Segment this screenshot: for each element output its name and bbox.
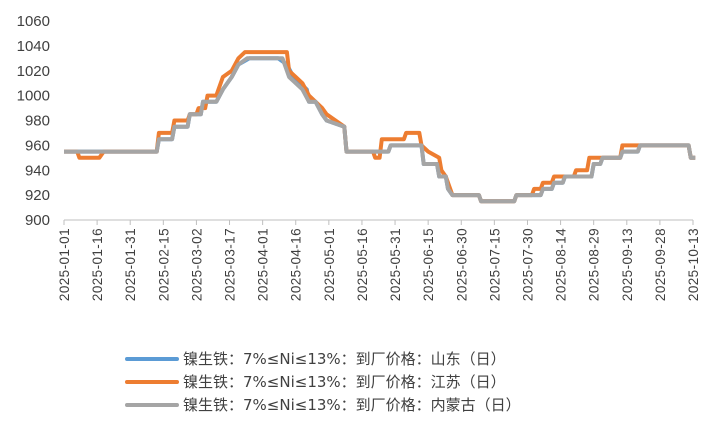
- x-tick-label: 2025-05-31: [388, 228, 403, 301]
- x-tick-label: 2025-01-01: [57, 228, 72, 301]
- y-tick-label: 1000: [17, 88, 50, 105]
- x-tick-label: 2025-06-15: [421, 228, 436, 301]
- series-line-shandong: [64, 56, 696, 204]
- legend-item-jiangsu: 镍生铁：7%≤Ni≤13%：到厂价格：江苏（日）: [125, 373, 506, 391]
- x-tick-label: 2025-07-30: [520, 228, 535, 301]
- legend-label-shandong: 镍生铁：7%≤Ni≤13%：到厂价格：山东（日）: [183, 350, 506, 368]
- x-tick-label: 2025-04-16: [289, 228, 304, 301]
- series-line-neimenggu: [64, 56, 696, 204]
- legend-item-shandong: 镍生铁：7%≤Ni≤13%：到厂价格：山东（日）: [125, 350, 506, 368]
- x-tick-label: 2025-09-28: [653, 228, 668, 301]
- series-lines: [64, 50, 696, 204]
- x-tick-label: 2025-03-02: [189, 228, 204, 301]
- y-axis-tick-labels: 900 920 940 960 980 1000 1020 1040 1060: [17, 13, 50, 229]
- x-tick-label: 2025-02-15: [156, 228, 171, 301]
- y-tick-label: 940: [25, 162, 50, 179]
- x-tick-label: 2025-05-01: [322, 228, 337, 301]
- x-tick-label: 2025-04-01: [256, 228, 271, 301]
- y-tick-label: 900: [25, 212, 50, 229]
- y-tick-label: 960: [25, 137, 50, 154]
- x-tick-label: 2025-01-31: [123, 228, 138, 301]
- x-tick-label: 2025-08-14: [554, 228, 569, 301]
- legend-item-neimenggu: 镍生铁：7%≤Ni≤13%：到厂价格：内蒙古（日）: [125, 396, 521, 414]
- x-tick-label: 2025-06-30: [454, 228, 469, 301]
- x-tick-label: 2025-10-13: [686, 228, 701, 301]
- x-axis-tick-marks: [63, 220, 694, 225]
- x-axis-tick-labels: 2025-01-01 2025-01-16 2025-01-31 2025-02-15…: [57, 228, 701, 301]
- legend-label-neimenggu: 镍生铁：7%≤Ni≤13%：到厂价格：内蒙古（日）: [183, 396, 521, 414]
- legend-label-jiangsu: 镍生铁：7%≤Ni≤13%：到厂价格：江苏（日）: [183, 373, 506, 391]
- x-tick-label: 2025-09-13: [620, 228, 635, 301]
- y-tick-label: 920: [25, 187, 50, 204]
- x-tick-label: 2025-08-29: [587, 228, 602, 301]
- series-line-jiangsu: [64, 50, 696, 204]
- y-tick-label: 1040: [17, 38, 50, 55]
- y-tick-label: 980: [25, 113, 50, 130]
- y-tick-label: 1060: [17, 13, 50, 30]
- y-tick-label: 1020: [17, 63, 50, 80]
- x-tick-label: 2025-05-16: [355, 228, 370, 301]
- legend: 镍生铁：7%≤Ni≤13%：到厂价格：山东（日） 镍生铁：7%≤Ni≤13%：到…: [125, 350, 521, 414]
- x-tick-label: 2025-07-15: [487, 228, 502, 301]
- x-tick-label: 2025-01-16: [90, 228, 105, 301]
- x-tick-label: 2025-03-17: [223, 228, 238, 301]
